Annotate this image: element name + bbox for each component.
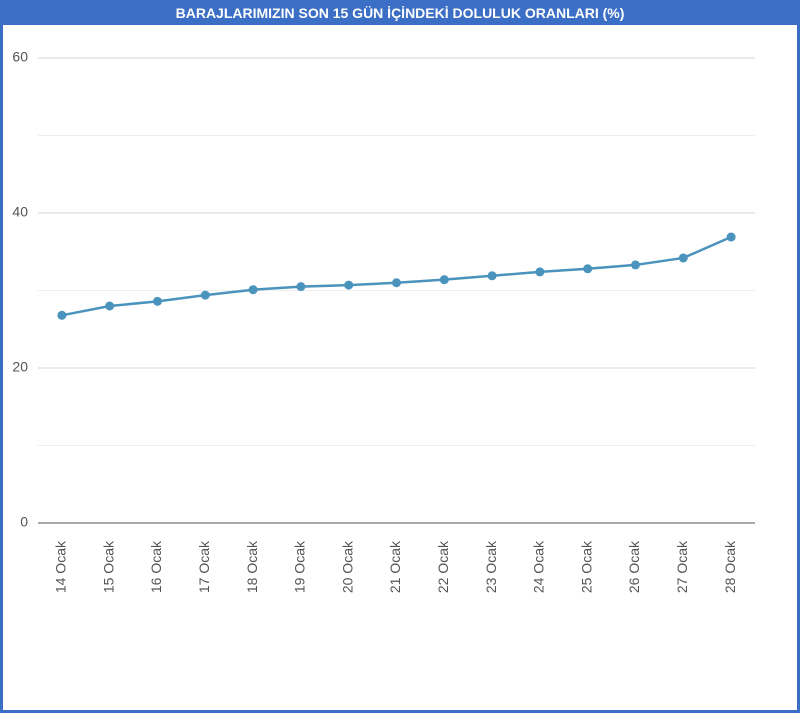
x-tick-label: 14 Ocak bbox=[53, 540, 69, 593]
x-tick-label: 26 Ocak bbox=[626, 540, 642, 593]
x-tick-label: 22 Ocak bbox=[435, 540, 451, 593]
x-tick-label: 28 Ocak bbox=[722, 540, 738, 593]
data-point bbox=[57, 310, 67, 320]
data-point bbox=[344, 280, 354, 290]
x-tick-label: 19 Ocak bbox=[292, 540, 308, 593]
data-point bbox=[105, 301, 115, 311]
data-point bbox=[726, 232, 736, 242]
data-point bbox=[153, 296, 162, 306]
x-tick-label: 15 Ocak bbox=[100, 540, 116, 593]
data-point bbox=[583, 264, 593, 274]
data-point bbox=[631, 260, 640, 270]
data-line bbox=[61, 235, 732, 317]
data-point bbox=[248, 285, 258, 295]
x-tick-label: 21 Ocak bbox=[387, 540, 403, 593]
data-point bbox=[392, 278, 401, 288]
x-tick-label: 18 Ocak bbox=[244, 540, 260, 593]
x-tick-label: 24 Ocak bbox=[531, 540, 547, 593]
x-tick-label: 23 Ocak bbox=[483, 540, 499, 593]
y-tick-label: 0 bbox=[20, 514, 28, 530]
data-point bbox=[487, 271, 497, 281]
y-tick-label: 20 bbox=[12, 359, 28, 375]
chart: 0 20 40 60 14 Ocak 15 Ocak 16 Ocak 17 Ocak 18 Oc… bbox=[12, 49, 755, 593]
y-tick-label: 40 bbox=[12, 204, 28, 220]
x-tick-label: 20 Ocak bbox=[339, 540, 355, 593]
x-tick-label: 27 Ocak bbox=[674, 540, 690, 593]
data-point bbox=[535, 267, 545, 277]
x-tick-label: 17 Ocak bbox=[196, 540, 212, 593]
data-point bbox=[439, 275, 449, 285]
x-tick-label: 25 Ocak bbox=[578, 540, 594, 593]
data-point bbox=[678, 253, 688, 263]
x-tick-label: 16 Ocak bbox=[148, 540, 164, 593]
data-point bbox=[200, 290, 210, 300]
chart-title: BARAJLARIMIZIN SON 15 GÜN İÇİNDEKİ DOLUL… bbox=[3, 3, 797, 25]
y-tick-label: 60 bbox=[12, 49, 28, 65]
data-point bbox=[296, 282, 306, 292]
